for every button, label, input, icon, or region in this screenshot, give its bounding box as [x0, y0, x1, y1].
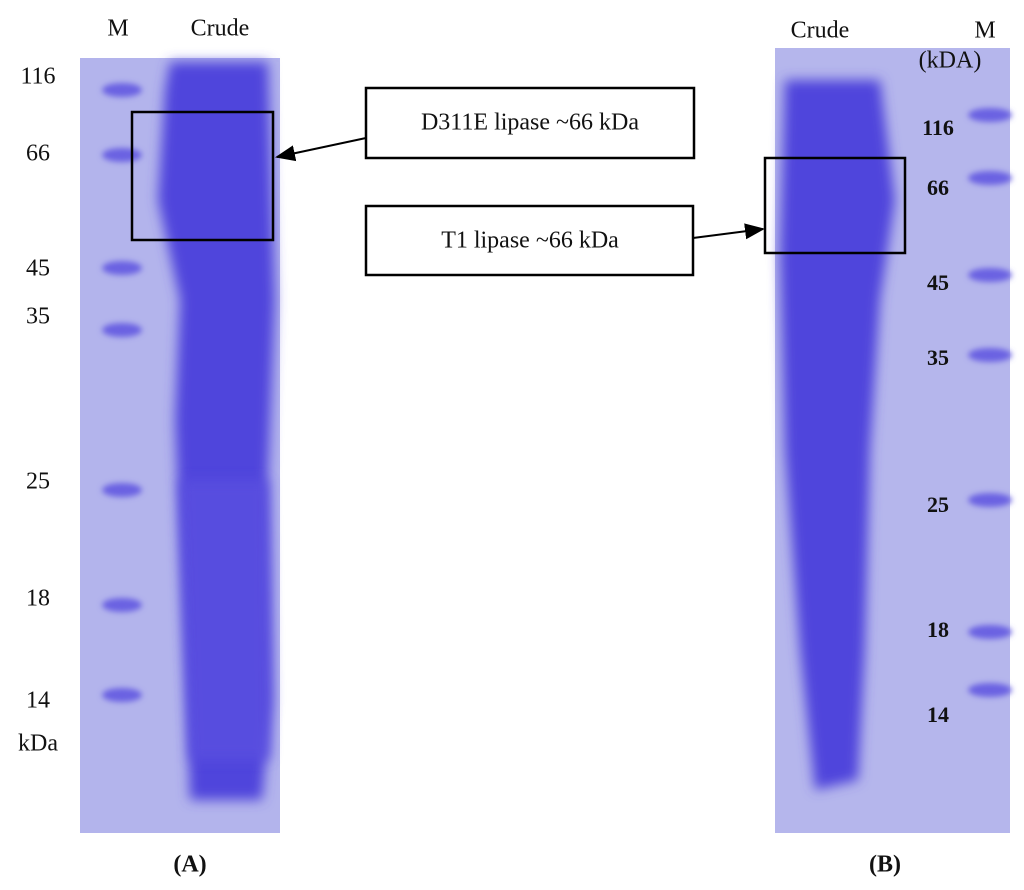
marker-band: [968, 108, 1012, 122]
marker-band: [102, 688, 142, 702]
marker-label: 18: [26, 586, 50, 612]
marker-band: [968, 348, 1012, 362]
marker-label: 14: [26, 688, 50, 714]
unit-label: kDa: [18, 731, 58, 757]
marker-band: [102, 598, 142, 612]
marker-label: 14: [927, 702, 949, 727]
marker-label: 116: [922, 115, 954, 140]
marker-band: [102, 148, 142, 162]
annotation-box: [364, 86, 696, 160]
marker-band: [102, 261, 142, 275]
marker-label: 66: [927, 175, 949, 200]
marker-label: 25: [26, 469, 50, 495]
gel-b: [775, 48, 1012, 833]
annotation: T1 lipase ~66 kDa: [441, 228, 619, 254]
highlight-box: [130, 110, 275, 242]
marker-band: [968, 268, 1012, 282]
marker-band: [968, 683, 1012, 697]
marker-label: 116: [20, 64, 55, 90]
marker-band: [968, 493, 1012, 507]
marker-band: [102, 83, 142, 97]
marker-band: [102, 323, 142, 337]
marker-label: 45: [26, 256, 50, 282]
marker-label: 35: [927, 345, 949, 370]
panel-label: (B): [869, 852, 901, 878]
marker-label: 45: [927, 270, 949, 295]
marker-label: 66: [26, 141, 50, 167]
marker-label: 25: [927, 492, 949, 517]
marker-label: 35: [26, 304, 50, 330]
annotation: D311E lipase ~66 kDa: [421, 110, 639, 136]
marker-band: [968, 625, 1012, 639]
highlight-box: [763, 156, 907, 255]
marker-band: [102, 483, 142, 497]
panel-label: (A): [173, 852, 206, 878]
lane-label: Crude: [191, 16, 250, 42]
marker-band: [968, 171, 1012, 185]
arrow: [692, 223, 765, 240]
lane-label: M: [107, 16, 128, 42]
marker-label: 18: [927, 617, 949, 642]
lane-label: Crude: [791, 18, 850, 44]
lane-label: M: [974, 18, 995, 44]
gel-a: [80, 58, 280, 833]
annotation-box: [364, 204, 695, 277]
unit-label: (kDA): [919, 48, 982, 74]
arrow: [275, 137, 367, 162]
